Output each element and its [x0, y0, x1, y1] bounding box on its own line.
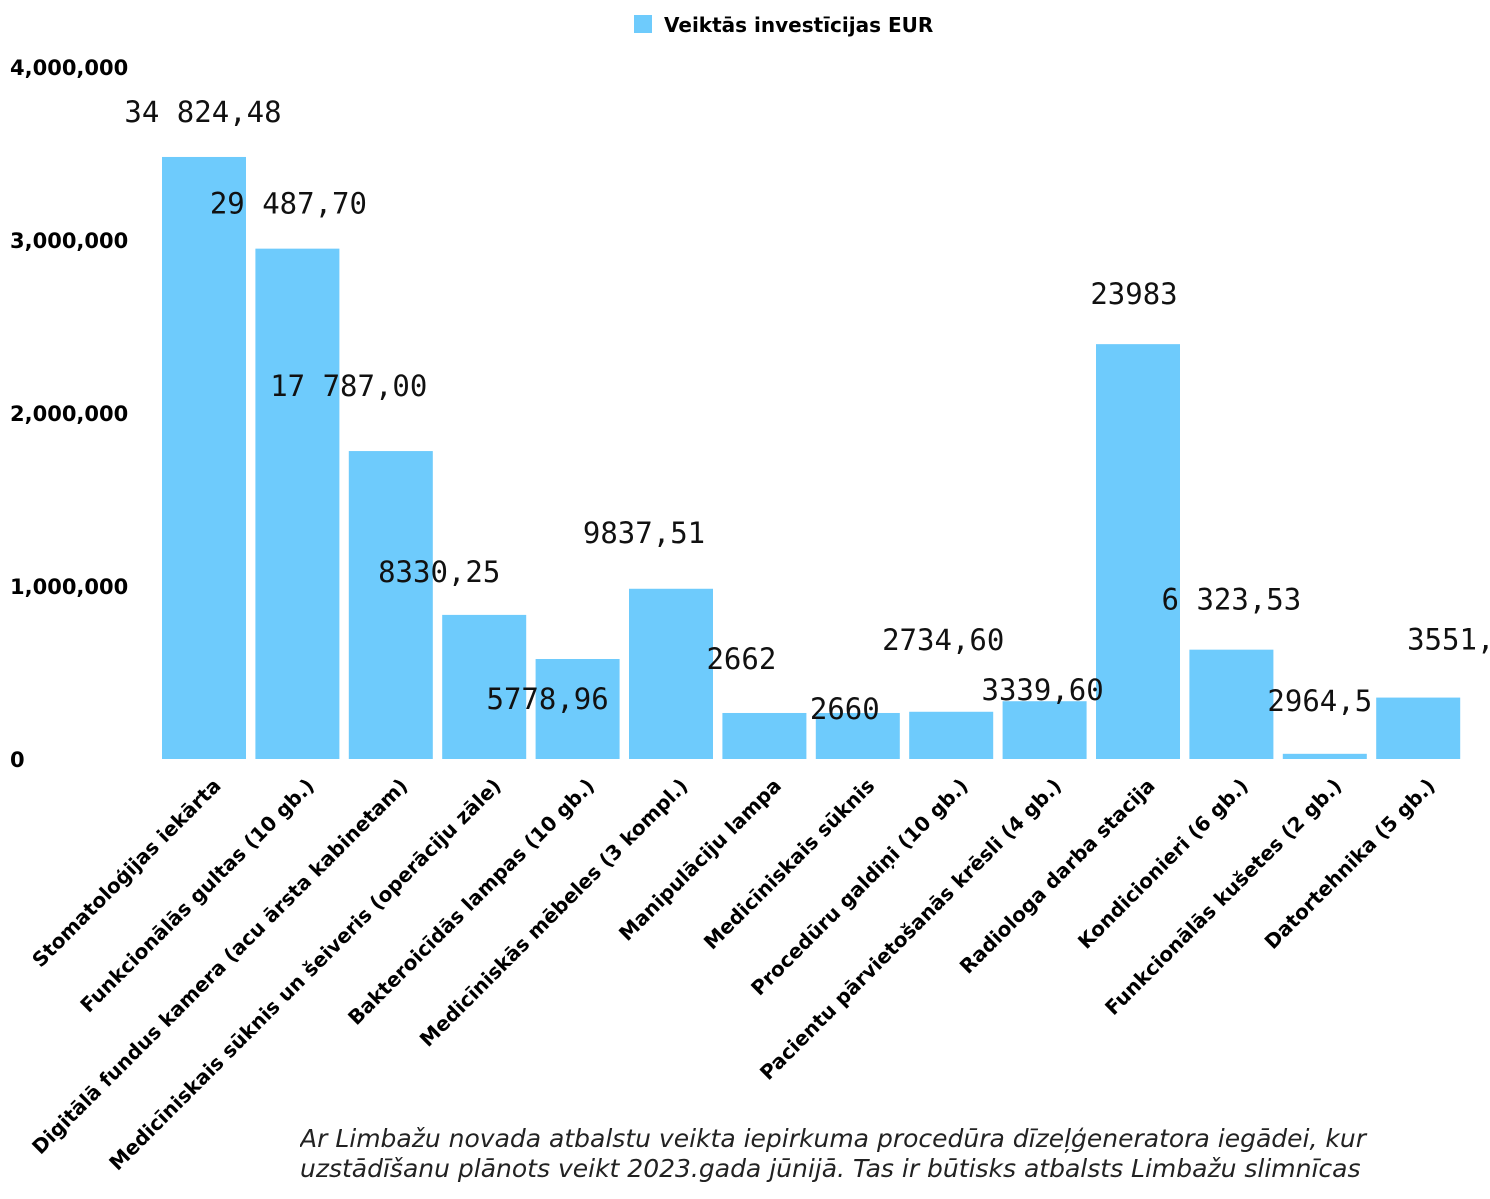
y-tick-label: 3,000,000 — [10, 229, 128, 253]
data-label: 17 787,00 — [270, 369, 427, 403]
bar — [348, 451, 433, 759]
data-label: 5778,96 — [486, 682, 608, 716]
bar — [535, 659, 620, 759]
bar — [1002, 701, 1087, 759]
data-label: 2964,5 — [1267, 684, 1372, 718]
y-axis: 0 1,000,000 2,000,000 3,000,000 4,000,000 — [10, 56, 128, 772]
footnote-line: uzstādīšanu plānots veikt 2023.gada jūni… — [300, 1154, 1361, 1183]
x-tick-label: Stomatoloģijas iekārta — [27, 774, 225, 972]
bar — [909, 711, 994, 759]
bar — [255, 248, 340, 759]
bar — [442, 614, 527, 759]
data-label: 2662 — [706, 642, 776, 676]
y-tick-label: 2,000,000 — [10, 402, 128, 426]
bar — [629, 588, 713, 759]
data-label: 3339,60 — [981, 673, 1103, 707]
bar — [722, 712, 807, 759]
x-tick-label: Digitālā fundus kamera (acu ārsta kabine… — [27, 774, 412, 1159]
footnote: Ar Limbažu novada atbalstu veikta iepirk… — [300, 1124, 1490, 1199]
data-label: 23983 — [1090, 277, 1177, 311]
bars — [162, 156, 1461, 759]
bar — [162, 156, 246, 759]
legend-label: Veiktās investīcijas EUR — [664, 13, 933, 37]
legend-swatch — [634, 15, 652, 33]
x-tick-label: Manipulāciju lampa — [614, 774, 786, 946]
data-label: 9837,51 — [583, 516, 705, 550]
data-label: 2734,60 — [882, 623, 1004, 657]
y-tick-label: 4,000,000 — [10, 56, 128, 80]
data-label: 8330,25 — [378, 555, 500, 589]
y-tick-label: 1,000,000 — [10, 575, 128, 599]
x-tick-label: Kondicionieri (6 gb.) — [1073, 774, 1253, 954]
data-label: 34 824,48 — [124, 95, 281, 129]
y-tick-label: 0 — [10, 748, 25, 772]
bar — [1282, 753, 1367, 759]
data-label: 2660 — [810, 692, 880, 726]
bar — [815, 712, 900, 759]
data-label: 3551,87 — [1407, 623, 1490, 657]
x-tick-label: Medicīniskais sūknis — [699, 774, 880, 955]
chart-legend: Veiktās investīcijas EUR — [634, 13, 933, 37]
x-tick-label: Radiologa darba stacija — [955, 774, 1160, 979]
bar — [1096, 344, 1180, 759]
data-labels: 34 824,48 29 487,70 17 787,00 8330,25 5778,9… — [124, 95, 1490, 726]
footnote-line: Ar Limbažu novada atbalstu veikta iepirk… — [300, 1124, 1366, 1153]
x-tick-label: Datortehnika (5 gb.) — [1260, 774, 1440, 954]
data-label: 6 323,53 — [1162, 583, 1302, 617]
bar — [1376, 697, 1461, 759]
bar — [1189, 649, 1274, 759]
data-label: 29 487,70 — [210, 187, 367, 221]
